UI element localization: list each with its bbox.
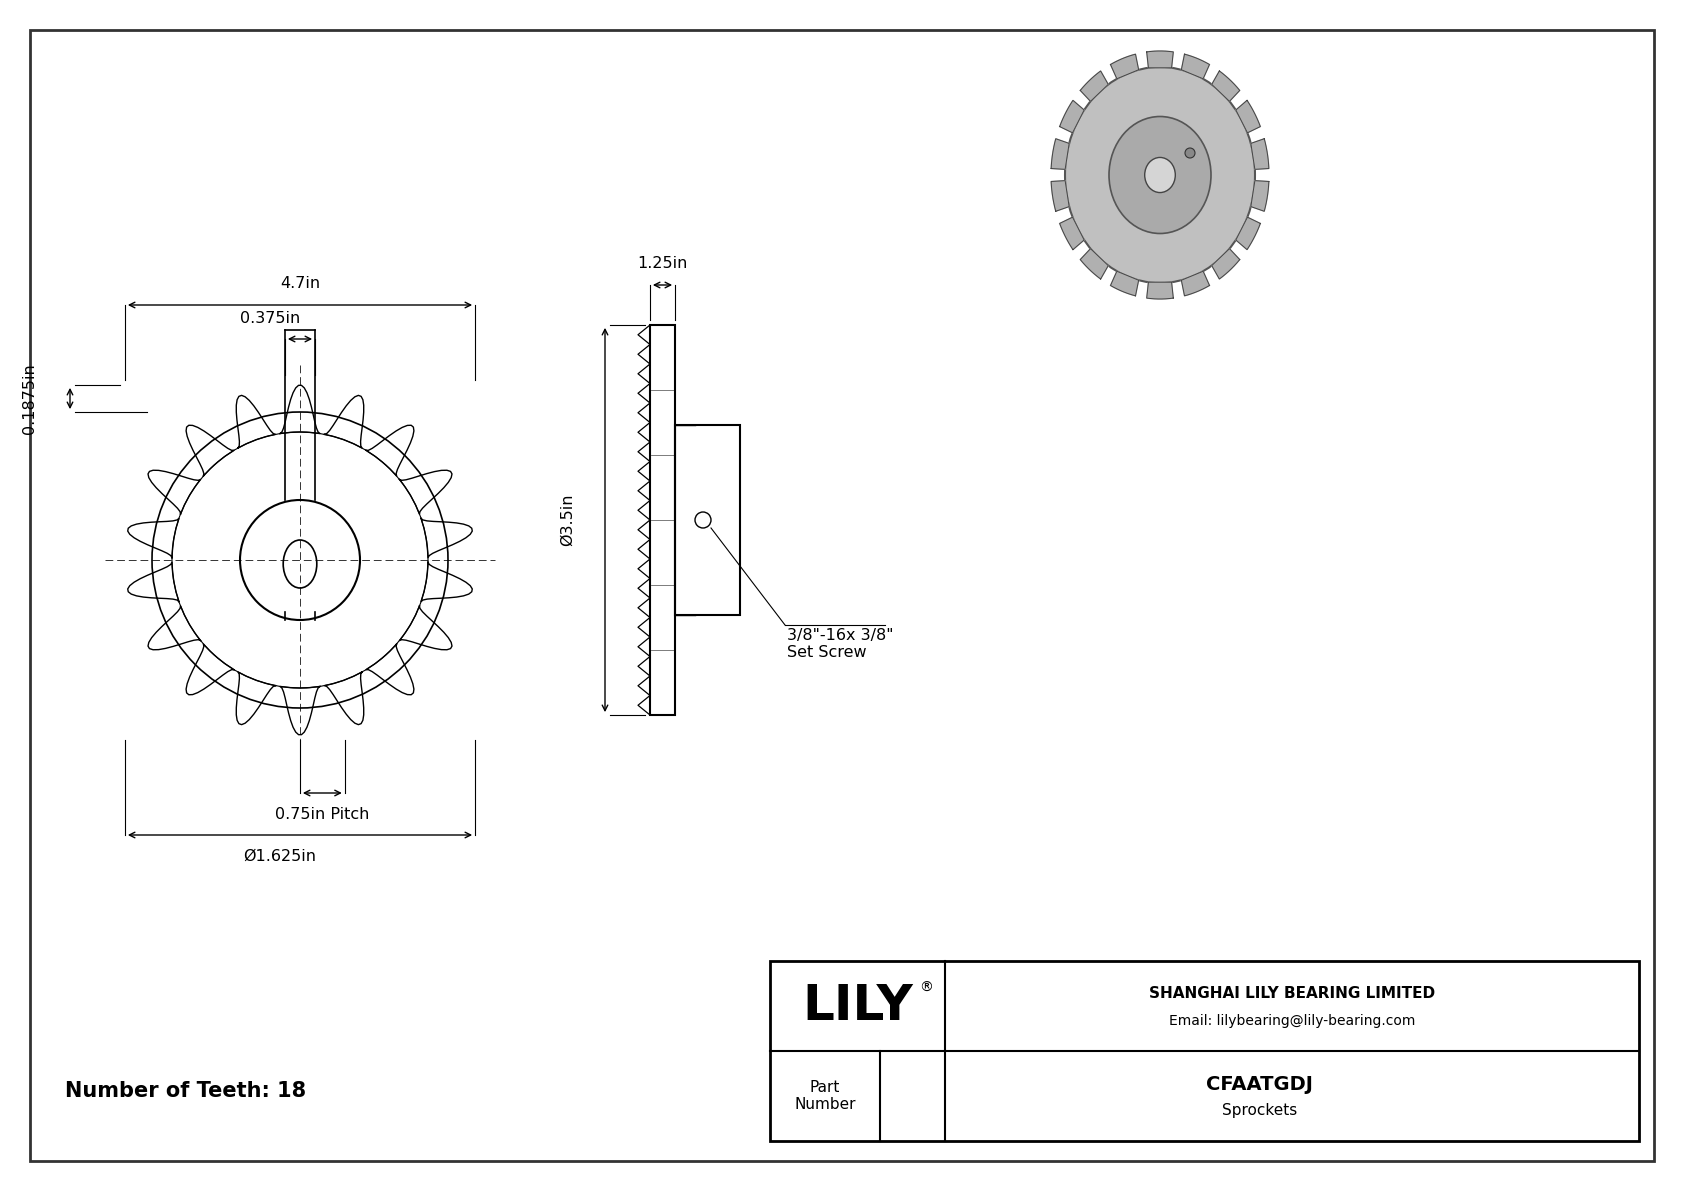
Polygon shape	[128, 562, 179, 601]
Text: Ø1.625in: Ø1.625in	[244, 849, 317, 863]
Polygon shape	[1051, 138, 1069, 169]
Text: 4.7in: 4.7in	[280, 276, 320, 291]
Polygon shape	[365, 425, 414, 476]
Polygon shape	[1236, 217, 1260, 250]
Text: 1.25in: 1.25in	[637, 256, 687, 272]
Text: Email: lilybearing@lily-bearing.com: Email: lilybearing@lily-bearing.com	[1169, 1014, 1415, 1028]
Bar	[650, 325, 675, 715]
Polygon shape	[1110, 272, 1138, 295]
Polygon shape	[399, 606, 451, 650]
Polygon shape	[1051, 181, 1069, 211]
Polygon shape	[280, 686, 320, 735]
Text: 0.75in Pitch: 0.75in Pitch	[274, 807, 369, 822]
Bar	[770, 961, 1639, 1141]
Polygon shape	[1212, 249, 1239, 279]
Polygon shape	[1147, 51, 1174, 68]
Polygon shape	[421, 518, 472, 557]
Polygon shape	[1182, 54, 1209, 79]
Polygon shape	[1079, 71, 1108, 101]
Text: SHANGHAI LILY BEARING LIMITED: SHANGHAI LILY BEARING LIMITED	[1148, 986, 1435, 1002]
Polygon shape	[128, 518, 179, 557]
Polygon shape	[1110, 54, 1138, 79]
Text: Part
Number: Part Number	[795, 1080, 855, 1112]
Circle shape	[1186, 148, 1196, 158]
Ellipse shape	[1064, 67, 1255, 283]
Polygon shape	[1079, 249, 1108, 279]
Ellipse shape	[1145, 157, 1175, 193]
Polygon shape	[148, 470, 200, 515]
Text: 3/8"-16x 3/8"
Set Screw: 3/8"-16x 3/8" Set Screw	[786, 628, 894, 660]
Text: 0.375in: 0.375in	[239, 311, 300, 326]
Text: Sprockets: Sprockets	[1223, 1103, 1297, 1117]
Polygon shape	[280, 386, 320, 434]
Ellipse shape	[1110, 117, 1211, 233]
Polygon shape	[1059, 217, 1084, 250]
Polygon shape	[148, 606, 200, 650]
Polygon shape	[1059, 100, 1084, 133]
Text: 0.1875in: 0.1875in	[22, 363, 37, 434]
Polygon shape	[421, 562, 472, 601]
Polygon shape	[236, 672, 276, 724]
Polygon shape	[1251, 181, 1268, 211]
Polygon shape	[1212, 71, 1239, 101]
Polygon shape	[1147, 282, 1174, 299]
Text: LILY: LILY	[802, 983, 913, 1030]
Polygon shape	[187, 644, 234, 694]
Polygon shape	[1236, 100, 1260, 133]
Text: ®: ®	[919, 981, 933, 994]
Text: CFAATGDJ: CFAATGDJ	[1206, 1074, 1314, 1093]
Polygon shape	[1182, 272, 1209, 295]
Text: Ø3.5in: Ø3.5in	[561, 494, 574, 547]
Polygon shape	[365, 644, 414, 694]
Polygon shape	[325, 395, 364, 448]
Polygon shape	[399, 470, 451, 515]
Text: Number of Teeth: 18: Number of Teeth: 18	[66, 1081, 306, 1100]
Polygon shape	[325, 672, 364, 724]
Ellipse shape	[1147, 131, 1243, 241]
Polygon shape	[236, 395, 276, 448]
Polygon shape	[187, 425, 234, 476]
Bar	[675, 425, 739, 615]
Polygon shape	[1251, 138, 1268, 169]
